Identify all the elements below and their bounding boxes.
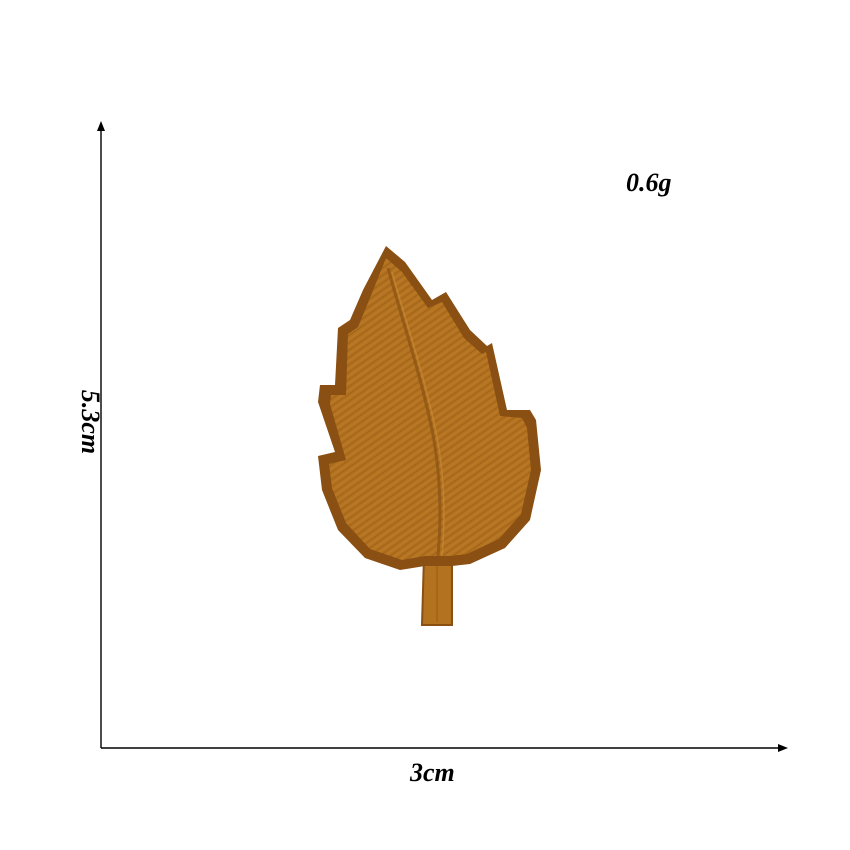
- weight-label: 0.6g: [626, 168, 672, 197]
- leaf-patch-icon: [318, 246, 541, 626]
- leaf-midrib: [386, 267, 442, 557]
- leaf-fill: [329, 258, 531, 560]
- leaf-midrib-highlight: [391, 271, 445, 557]
- width-label: 3cm: [410, 758, 455, 787]
- height-label: 5.3cm: [76, 389, 106, 455]
